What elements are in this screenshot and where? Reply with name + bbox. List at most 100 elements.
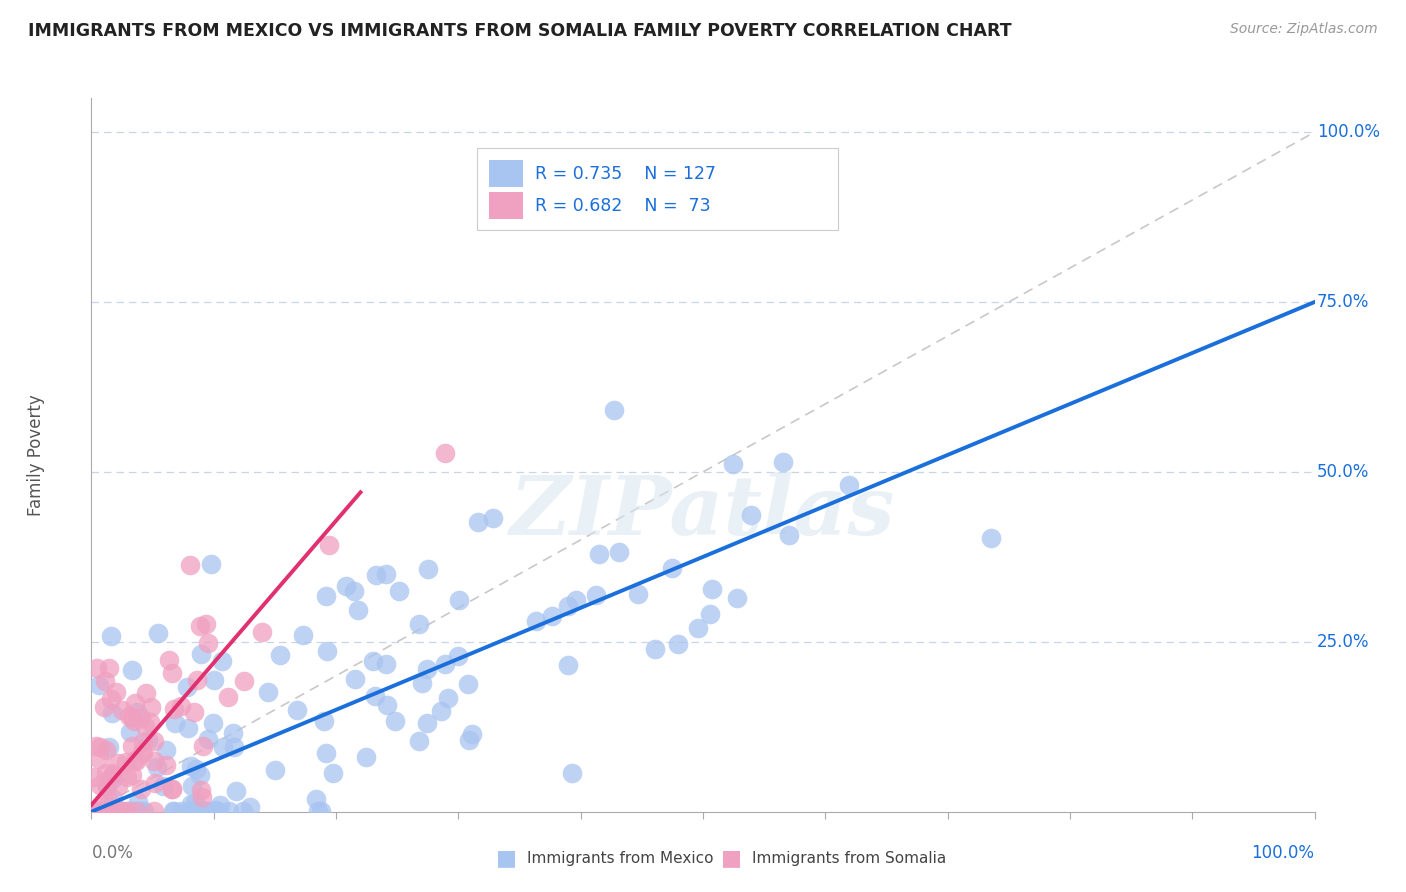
Text: ZIPatlas: ZIPatlas <box>510 472 896 552</box>
Point <box>315 589 337 603</box>
Point <box>838 478 860 492</box>
Point <box>152 779 174 793</box>
Point <box>101 765 124 780</box>
Point <box>125 804 148 818</box>
Point <box>89 778 111 792</box>
Point <box>127 705 149 719</box>
Point <box>121 768 143 782</box>
Point <box>170 699 193 714</box>
Point <box>184 796 207 810</box>
Point <box>202 673 225 687</box>
Point <box>346 603 368 617</box>
Point <box>180 779 202 793</box>
Point <box>307 804 329 818</box>
Point <box>344 672 367 686</box>
Point <box>122 714 145 728</box>
Point <box>232 804 254 818</box>
Point <box>115 770 138 784</box>
Point <box>602 403 624 417</box>
Point <box>82 804 104 818</box>
Point <box>120 804 142 818</box>
Point <box>84 739 107 753</box>
Point <box>165 715 187 730</box>
Point <box>661 560 683 574</box>
Point <box>135 686 157 700</box>
Point <box>186 673 208 688</box>
Point <box>98 661 121 675</box>
Point <box>316 644 339 658</box>
Point <box>180 797 202 811</box>
Point <box>408 617 430 632</box>
Point <box>146 760 169 774</box>
Point <box>179 558 201 573</box>
Point <box>222 725 245 739</box>
Point <box>721 458 744 472</box>
Point <box>211 739 233 754</box>
Point <box>191 790 214 805</box>
Point <box>688 621 710 635</box>
Point <box>138 714 160 729</box>
Point <box>157 653 180 667</box>
Point <box>127 795 149 809</box>
Point <box>163 804 186 818</box>
Point <box>83 770 105 784</box>
Point <box>170 804 193 818</box>
Point <box>155 757 177 772</box>
Point <box>121 710 143 724</box>
Point <box>180 759 202 773</box>
Point <box>434 446 457 460</box>
Point <box>585 588 607 602</box>
Text: Immigrants from Mexico: Immigrants from Mexico <box>527 851 714 865</box>
Point <box>193 804 215 818</box>
Point <box>121 663 143 677</box>
Point <box>89 677 111 691</box>
Point <box>343 583 366 598</box>
Point <box>117 804 139 818</box>
Point <box>335 578 357 592</box>
Point <box>89 804 111 818</box>
Point <box>772 455 794 469</box>
Point <box>447 649 470 664</box>
Point <box>364 568 387 582</box>
Point <box>740 508 762 522</box>
Point <box>309 804 332 818</box>
Point <box>134 719 156 733</box>
Point <box>107 756 129 771</box>
Point <box>111 804 134 818</box>
Point <box>388 584 411 599</box>
Point <box>101 792 124 806</box>
Point <box>291 628 314 642</box>
Point <box>239 800 262 814</box>
Text: IMMIGRANTS FROM MEXICO VS IMMIGRANTS FROM SOMALIA FAMILY POVERTY CORRELATION CHA: IMMIGRANTS FROM MEXICO VS IMMIGRANTS FRO… <box>28 22 1012 40</box>
Point <box>104 684 127 698</box>
Point <box>666 637 689 651</box>
Point <box>699 607 721 622</box>
Point <box>374 657 396 671</box>
Point <box>725 591 748 606</box>
Point <box>105 804 128 818</box>
Point <box>97 795 120 809</box>
Point <box>467 515 489 529</box>
Point <box>190 783 212 797</box>
Point <box>564 593 586 607</box>
Point <box>211 654 233 668</box>
Point <box>482 511 505 525</box>
Point <box>98 804 121 818</box>
Point <box>222 739 245 754</box>
Point <box>124 754 146 768</box>
Text: R = 0.682    N =  73: R = 0.682 N = 73 <box>536 197 711 215</box>
Point <box>89 740 111 755</box>
Point <box>541 609 564 624</box>
Point <box>100 691 122 706</box>
Point <box>208 797 231 812</box>
Point <box>142 754 165 768</box>
Point <box>128 804 150 818</box>
Point <box>607 544 630 558</box>
Point <box>318 538 340 552</box>
Point <box>197 635 219 649</box>
Point <box>96 780 118 794</box>
Point <box>146 626 169 640</box>
Point <box>408 734 430 748</box>
Point <box>93 673 115 688</box>
Point <box>190 647 212 661</box>
